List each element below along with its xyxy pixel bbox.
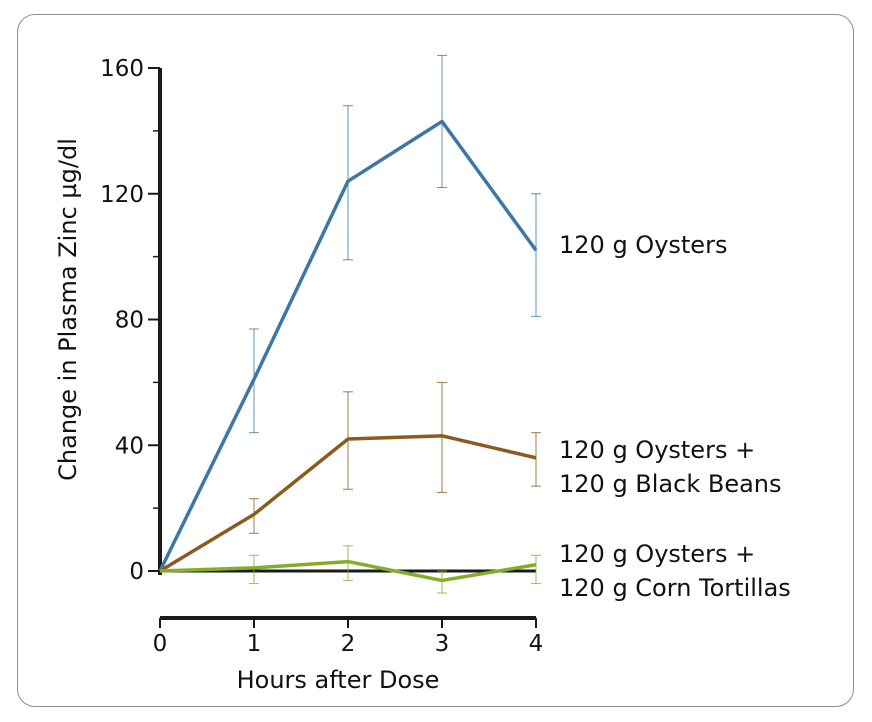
- x-tick-label: 2: [341, 631, 356, 657]
- x-axis-title: Hours after Dose: [237, 666, 440, 694]
- x-tick-label: 3: [435, 631, 450, 657]
- series-label: 120 g Corn Tortillas: [559, 574, 791, 602]
- y-tick-label: 160: [100, 56, 144, 82]
- series-label: 120 g Oysters: [559, 231, 727, 259]
- series-line: [159, 434, 537, 573]
- series-line: [159, 559, 537, 583]
- y-tick-label: 120: [100, 182, 144, 208]
- series-line: [158, 119, 538, 572]
- y-tick-label: 40: [115, 433, 144, 459]
- chart-frame: [17, 14, 854, 707]
- y-tick-label: 0: [129, 559, 144, 585]
- x-tick-label: 1: [247, 631, 262, 657]
- x-tick-label: 0: [153, 631, 168, 657]
- series-label: 120 g Oysters +: [559, 436, 755, 464]
- y-axis-title: Change in Plasma Zinc µg/dl: [54, 138, 82, 481]
- series-label: 120 g Oysters +: [559, 540, 755, 568]
- x-tick-label: 4: [529, 631, 544, 657]
- series-label: 120 g Black Beans: [559, 470, 782, 498]
- y-tick-label: 80: [115, 308, 144, 334]
